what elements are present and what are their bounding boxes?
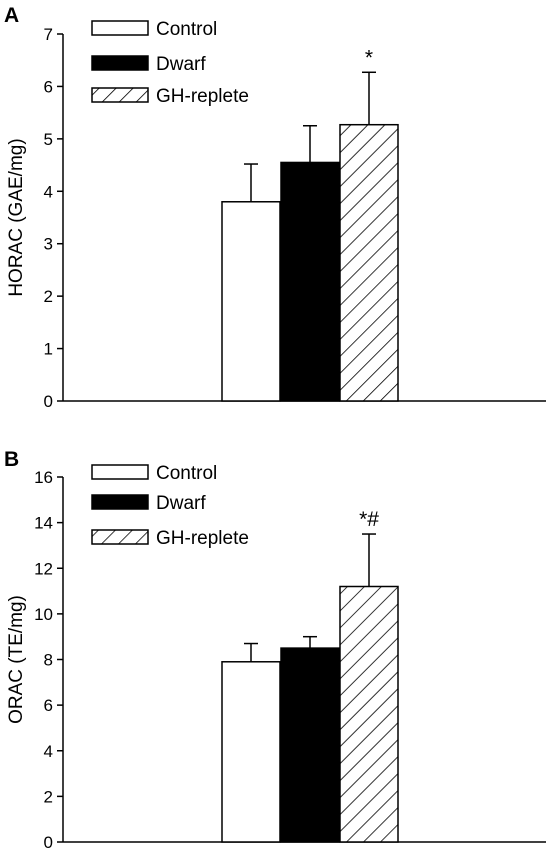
- legend-entry: Control: [156, 19, 217, 40]
- significance-marker: *#: [359, 508, 379, 531]
- y-tick-label: 12: [34, 559, 53, 578]
- bar-dwarf: [280, 647, 340, 843]
- y-axis-title: ORAC (TE/mg): [6, 595, 27, 724]
- bar-control: [221, 201, 281, 402]
- legend-entry: Dwarf: [156, 493, 206, 514]
- y-tick-label: 3: [44, 235, 53, 254]
- significance-marker: *: [365, 46, 373, 69]
- bar-gh-replete: [339, 585, 399, 843]
- panel-label: A: [4, 4, 19, 27]
- legend-entry: Dwarf: [156, 54, 206, 75]
- bar-dwarf: [280, 161, 340, 402]
- bar-gh-replete: [339, 123, 399, 402]
- legend-entry: Control: [156, 463, 217, 484]
- panel-label: B: [4, 448, 19, 471]
- legend-entry: GH-replete: [156, 528, 249, 549]
- chart-panel-b: B 0 2 4 6 8 10 12 14 16 ORAC (TE/mg) *# Control Dwarf…: [4, 448, 546, 852]
- y-tick-label: 8: [44, 651, 53, 670]
- legend-swatch: [91, 529, 149, 545]
- legend-swatch: [91, 55, 149, 71]
- y-tick-label: 0: [44, 392, 53, 411]
- y-tick-label: 4: [44, 742, 53, 761]
- y-tick-label: 4: [44, 182, 53, 201]
- y-tick-label: 6: [44, 696, 53, 715]
- legend-swatch: [91, 464, 149, 480]
- y-tick-label: 2: [44, 287, 53, 306]
- y-tick-label: 1: [44, 340, 53, 359]
- y-tick-label: 7: [44, 25, 53, 44]
- y-tick-label: 10: [34, 605, 53, 624]
- y-tick-label: 16: [34, 468, 53, 487]
- bar-control: [221, 661, 281, 843]
- legend-swatch: [91, 87, 149, 103]
- y-tick-label: 2: [44, 787, 53, 806]
- y-axis-title: HORAC (GAE/mg): [6, 138, 27, 296]
- y-tick-label: 14: [34, 514, 53, 533]
- y-tick-label: 0: [44, 833, 53, 852]
- legend-swatch: [91, 20, 149, 36]
- chart-panel-a: A 0 1 2 3 4 5 6 7 HORAC (GAE/mg) * Control Dwarf GH-r…: [4, 4, 546, 411]
- legend-entry: GH-replete: [156, 86, 249, 107]
- y-tick-label: 5: [44, 130, 53, 149]
- legend-swatch: [91, 494, 149, 510]
- y-tick-label: 6: [44, 77, 53, 96]
